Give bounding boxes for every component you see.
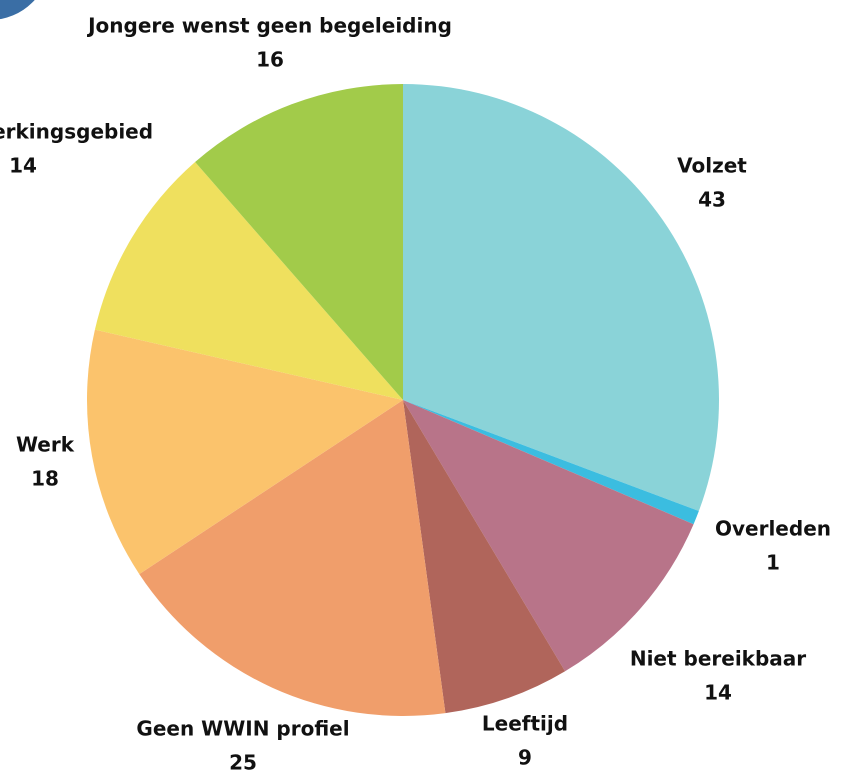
pie-slice: [195, 84, 403, 400]
slice-value: 43: [698, 188, 726, 212]
slice-label: Geen WWIN profiel: [136, 717, 349, 741]
pie-slice: [94, 162, 403, 400]
pie-slice: [87, 329, 404, 575]
slice-label: Leeftijd: [482, 712, 568, 736]
slice-value: 14: [9, 154, 37, 178]
slice-value: 16: [256, 48, 284, 72]
slice-value: 9: [518, 746, 532, 770]
slice-label: Jongere wenst geen begeleiding: [86, 14, 452, 38]
corner-badge: [0, 0, 35, 20]
pie-slice: [139, 400, 446, 716]
slice-label: Overleden: [715, 517, 831, 541]
pie-slice: [403, 84, 719, 512]
pie-slice: [403, 400, 699, 525]
slice-value: 18: [31, 467, 59, 491]
slice-value: 1: [766, 551, 780, 575]
slice-value: 14: [704, 681, 732, 705]
slice-label: Volzet: [677, 154, 747, 178]
slice-value: 25: [229, 751, 257, 775]
slice-label: Buiten werkingsgebied: [0, 120, 153, 144]
slice-label: Werk: [16, 433, 75, 457]
pie-slice: [403, 400, 566, 714]
slice-label: Niet bereikbaar: [630, 647, 806, 671]
pie-slice: [403, 400, 694, 672]
